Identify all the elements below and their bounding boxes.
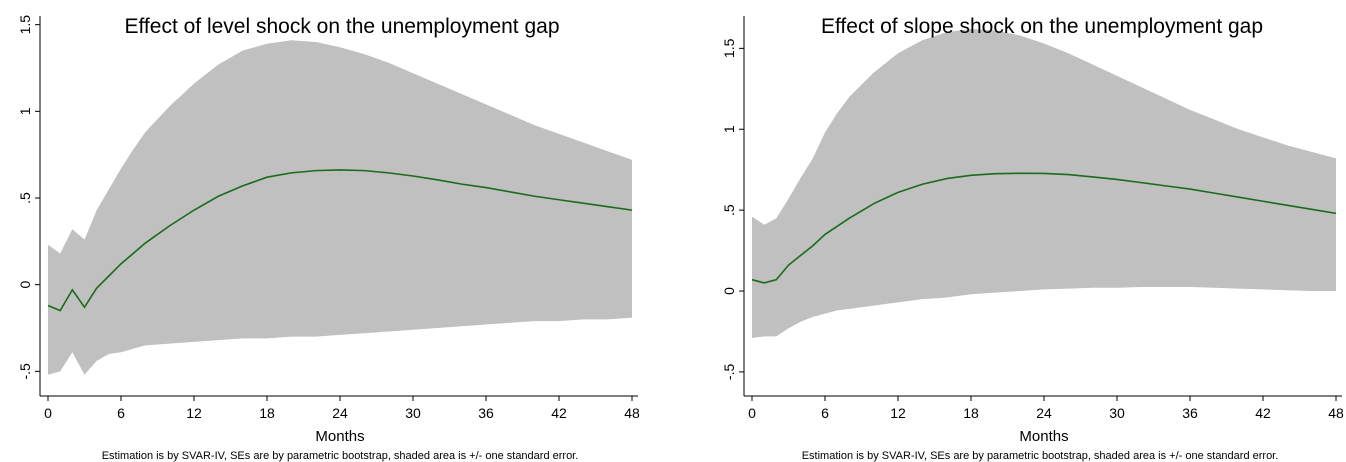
x-tick-label: 18 (963, 405, 979, 421)
x-axis-label: Months (1019, 428, 1068, 445)
y-tick-label: -.5 (721, 364, 737, 381)
y-tick-label: 0 (17, 281, 33, 289)
x-tick-label: 42 (551, 405, 567, 421)
chart-note: Estimation is by SVAR-IV, SEs are by par… (802, 450, 1279, 462)
y-tick-label: 0 (721, 287, 737, 295)
y-tick-label: 1.5 (721, 38, 737, 58)
x-tick-label: 6 (821, 405, 829, 421)
x-tick-label: 6 (117, 405, 125, 421)
x-tick-label: 18 (259, 405, 275, 421)
x-tick-label: 12 (890, 405, 906, 421)
x-tick-label: 0 (748, 405, 756, 421)
impulse-response-line (751, 172, 1337, 284)
x-tick-label: 30 (1109, 405, 1125, 421)
y-tick-label: 1.5 (17, 15, 33, 35)
x-tick-label: 0 (44, 405, 52, 421)
x-tick-label: 48 (1328, 405, 1344, 421)
x-tick-label: 12 (186, 405, 202, 421)
chart-title: Effect of slope shock on the unemploymen… (821, 15, 1263, 38)
x-tick-label: 36 (478, 405, 494, 421)
chart-title: Effect of level shock on the unemploymen… (124, 15, 559, 38)
level-shock-panel: -.5 0 .5 1 1.5 0 6 12 18 24 30 36 42 48 Effect of leve… (17, 15, 640, 462)
impulse-response-line (47, 169, 633, 312)
x-tick-label: 30 (405, 405, 421, 421)
x-tick-label: 36 (1182, 405, 1198, 421)
confidence-band (48, 40, 632, 375)
x-axis-label: Months (315, 428, 364, 445)
x-tick-label: 48 (624, 405, 640, 421)
chart-note: Estimation is by SVAR-IV, SEs are by par… (102, 450, 579, 462)
y-tick-label: .5 (721, 204, 737, 216)
x-tick-label: 42 (1255, 405, 1271, 421)
y-tick-label: .5 (17, 192, 33, 204)
y-tick-label: 1 (721, 125, 737, 133)
confidence-band (752, 28, 1336, 338)
x-tick-label: 24 (1036, 405, 1052, 421)
y-tick-label: -.5 (17, 363, 33, 380)
slope-shock-panel: -.5 0 .5 1 1.5 0 6 12 18 24 30 36 42 48 Effect of slop… (721, 15, 1344, 462)
x-tick-label: 24 (332, 405, 348, 421)
y-tick-label: 1 (17, 107, 33, 115)
